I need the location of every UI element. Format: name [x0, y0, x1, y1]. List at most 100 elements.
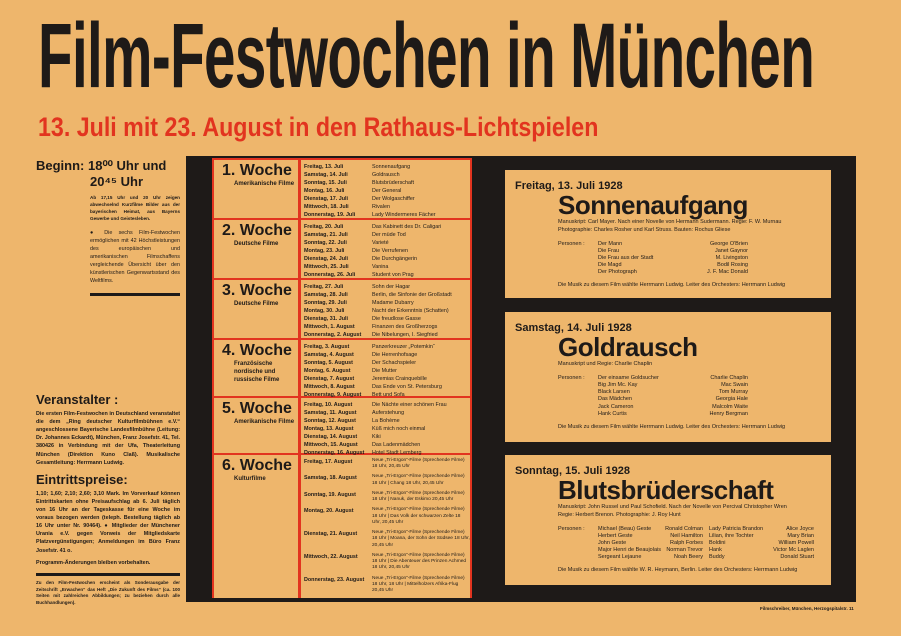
- day-entry: Dienstag, 31. Juli Die freudlose Gasse: [304, 315, 470, 323]
- cast-entry: Das Mädchen Georgia Hale: [598, 396, 748, 403]
- day-entry: Sonntag, 22. Juli Varieté: [304, 239, 470, 247]
- week-category: Deutsche Filme: [234, 300, 279, 307]
- day-film: Blutsbrüderschaft: [372, 180, 414, 186]
- actor: Charlie Chaplin: [710, 374, 748, 381]
- panel-film-title: Goldrausch: [558, 332, 698, 362]
- week-days: Freitag, 20. Juli Das Kabinett des Dr. Ca…: [301, 220, 470, 278]
- day-film: Neue „Tri-Ergon“-Filme (Sprechende Filme…: [372, 474, 465, 486]
- cast-entry: Herbert Geste Neil Hamilton: [598, 533, 703, 540]
- actor: Noah Beery: [673, 554, 703, 561]
- day-date: Sonntag, 15. Juli: [304, 180, 347, 186]
- day-date: Mittwoch, 25. Juli: [304, 264, 349, 270]
- panel-date: Sonntag, 15. Juli 1928: [515, 465, 630, 477]
- day-film: Neue „Tri-Ergon“-Filme (Sprechende Filme…: [372, 530, 470, 548]
- week-days: Freitag, 27. Juli Sohn der Hagar Samstag, …: [301, 280, 470, 338]
- day-date: Montag, 16. Juli: [304, 188, 345, 194]
- day-entry: Freitag, 13. Juli Sonnenaufgang: [304, 163, 470, 171]
- day-date: Sonntag, 19. August: [304, 491, 356, 498]
- day-entry: Dienstag, 24. Juli Die Durchgängerin: [304, 255, 470, 263]
- week-row: 2. Woche Deutsche Filme Freitag, 20. Juli D…: [212, 218, 472, 278]
- day-date: Donnerstag, 26. Juli: [304, 272, 356, 278]
- day-entry: Samstag, 4. August Die Herrenhofsage: [304, 351, 470, 359]
- actor: Mac Swain: [721, 382, 748, 389]
- preise-text: 1,10; 1,60; 2,10; 2,60; 3,10 Mark. Im Vo…: [36, 490, 180, 554]
- actor: Ronald Colman: [665, 525, 703, 532]
- day-film: Sohn der Hagar: [372, 284, 411, 290]
- day-film: Student von Prag: [372, 272, 414, 278]
- role: Herbert Geste: [598, 532, 633, 539]
- beginn-section: Beginn: 18⁰⁰ Uhr und 20⁴⁵ Uhr Ab 17,15 U…: [36, 158, 180, 297]
- day-film: Der Wolgaschiffer: [372, 196, 415, 202]
- day-entry: Sonntag, 5. August Der Schachspieler: [304, 359, 470, 367]
- cast-entry: Michael (Beau) Geste Ronald Colman: [598, 526, 703, 533]
- role: Boldini: [709, 539, 726, 546]
- day-entry: Dienstag, 14. August Kiki: [304, 433, 470, 441]
- week-row: 6. Woche Kulturfilme Freitag, 17. August Ne…: [212, 453, 472, 598]
- poster-subtitle: 13. Juli mit 23. August in den Rathaus-L…: [38, 112, 599, 142]
- panel-credits: Photographie: Charles Rosher und Karl St…: [558, 226, 731, 233]
- week-row: 5. Woche Amerikanische Filme Freitag, 10. …: [212, 396, 472, 456]
- day-film: Die freudlose Gasse: [372, 316, 421, 322]
- day-entry: Montag, 6. August Die Mutter: [304, 367, 470, 375]
- actor: Donald Stuart: [780, 554, 814, 561]
- day-film: Neue „Tri-Ergon“-Filme (Sprechende Filme…: [372, 490, 465, 503]
- day-date: Mittwoch, 15. August: [304, 442, 358, 448]
- day-entry: Sonntag, 29. Juli Madame Dubarry: [304, 299, 470, 307]
- day-film: Berlin, die Sinfonie der Großstadt: [372, 292, 452, 298]
- panel-music: Die Musik zu diesem Film wählte Herrmann…: [558, 282, 786, 289]
- cast-entry: Big Jim Mc. Kay Mac Swain: [598, 382, 748, 389]
- actor: Bodil Rosing: [717, 262, 748, 269]
- beginn-label: Beginn: 18⁰⁰ Uhr und: [36, 158, 167, 173]
- actor: Janet Gaynor: [714, 247, 748, 254]
- day-entry: Sonntag, 12. August La Bohème: [304, 417, 470, 425]
- day-entry: Montag, 20. August Neue „Tri-Ergon“-Filme…: [304, 507, 470, 526]
- cast-entry: Die Frau Janet Gaynor: [598, 248, 748, 255]
- day-entry: Donnerstag, 26. Juli Student von Prag: [304, 271, 470, 279]
- day-entry: Freitag, 27. Juli Sohn der Hagar: [304, 283, 470, 291]
- cast-entry: Jack Cameron Malcolm Waite: [598, 404, 748, 411]
- day-entry: Samstag, 14. Juli Goldrausch: [304, 171, 470, 179]
- day-entry: Sonntag, 19. August Neue „Tri-Ergon“-Film…: [304, 491, 470, 503]
- day-film: Bett und Sofa: [372, 392, 405, 398]
- day-date: Donnerstag, 9. August: [304, 392, 362, 398]
- day-date: Donnerstag, 2. August: [304, 332, 362, 338]
- day-film: Das Ladenmädchen: [372, 442, 421, 448]
- day-date: Mittwoch, 18. Juli: [304, 204, 349, 210]
- day-entry: Dienstag, 7. August Jeremias Crainquebill…: [304, 375, 470, 383]
- day-entry: Mittwoch, 15. August Das Ladenmädchen: [304, 441, 470, 449]
- day-date: Samstag, 14. Juli: [304, 172, 348, 178]
- beginn-time2: 20⁴⁵ Uhr: [90, 174, 143, 189]
- day-film: Neue „Tri-Ergon“-Filme (Sprechende Filme…: [372, 575, 465, 593]
- day-date: Dienstag, 14. August: [304, 434, 358, 440]
- week-label-cell: 2. Woche Deutsche Filme: [214, 220, 298, 278]
- role: Jack Cameron: [598, 403, 634, 410]
- cast-entry: Der einsame Goldsucher Charlie Chaplin: [598, 375, 748, 382]
- panel-music: Die Musik zu diesem Film wählte W. R. He…: [558, 567, 798, 574]
- day-entry: Montag, 30. Juli Nacht der Erkenntnis (Sc…: [304, 307, 470, 315]
- day-film: Das Kabinett des Dr. Caligari: [372, 224, 442, 230]
- day-entry: Samstag, 11. August Auferstehung: [304, 409, 470, 417]
- day-date: Mittwoch, 1. August: [304, 324, 355, 330]
- day-date: Donnerstag, 16. August: [304, 450, 365, 456]
- veranstalter-heading: Veranstalter :: [36, 392, 119, 407]
- week-label: 1. Woche: [222, 162, 292, 179]
- panel-date: Freitag, 13. Juli 1928: [515, 180, 623, 192]
- day-film: Lady Windermeres Fächer: [372, 212, 436, 218]
- cast-entry: Black Larsen Tom Murray: [598, 389, 748, 396]
- role: Der einsame Goldsucher: [598, 374, 659, 381]
- panel-credits: Manuskript: John Russel und Paul Schofie…: [558, 504, 787, 511]
- role: Major Henri de Beaujolais: [598, 547, 661, 554]
- day-date: Montag, 23. Juli: [304, 248, 345, 254]
- day-date: Samstag, 21. Juli: [304, 232, 348, 238]
- footnote: Zu den Film-Festwochen erscheint als Son…: [36, 579, 180, 605]
- cast-list: Der einsame Goldsucher Charlie Chaplin Big…: [598, 375, 748, 418]
- cast-entry: Major Henri de Beaujolais Norman Trevor: [598, 547, 703, 554]
- day-date: Dienstag, 21. August: [304, 531, 358, 538]
- cast-entry: Hank Victor Mc Laglen: [709, 547, 814, 554]
- role: Hank: [709, 547, 722, 554]
- day-entry: Freitag, 17. August Neue „Tri-Ergon“-Film…: [304, 458, 470, 470]
- day-entry: Mittwoch, 8. August Das Ende von St. Pete…: [304, 383, 470, 391]
- cast-entry: Hank Curtis Henry Bergman: [598, 411, 748, 418]
- day-date: Freitag, 3. August: [304, 344, 350, 350]
- day-entry: Mittwoch, 1. August Finanzen des Großherz…: [304, 323, 470, 331]
